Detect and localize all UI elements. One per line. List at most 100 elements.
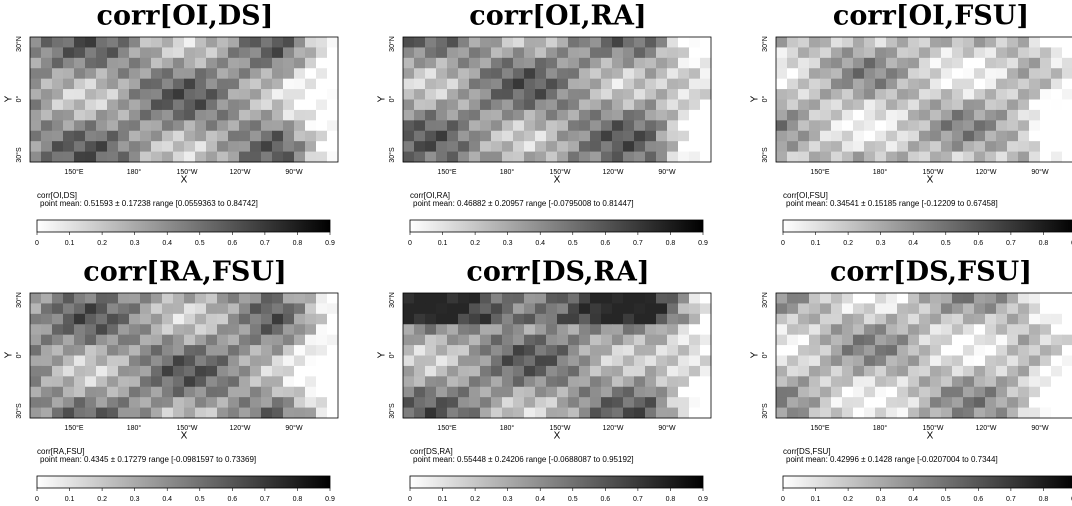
map-cell xyxy=(700,355,712,367)
map-cell xyxy=(316,130,328,142)
map-cell xyxy=(897,293,909,304)
map-cell xyxy=(776,324,788,336)
map-cell xyxy=(206,68,218,80)
map-cell xyxy=(601,47,613,59)
map-cell xyxy=(864,386,876,398)
map-cell xyxy=(524,303,536,315)
map-cell xyxy=(96,303,108,315)
map-cell xyxy=(283,303,295,315)
map-cell xyxy=(1007,365,1019,377)
map-cell xyxy=(480,386,492,398)
map-cell xyxy=(842,99,854,111)
map-cell xyxy=(283,313,295,325)
map-cell xyxy=(678,334,690,346)
map-cell xyxy=(864,313,876,325)
map-cell xyxy=(41,78,53,90)
map-cell xyxy=(985,334,997,346)
map-cell xyxy=(590,68,602,80)
colorbar-tick-label: 0.2 xyxy=(97,496,107,503)
map-cell xyxy=(447,99,459,111)
map-cell xyxy=(63,141,75,153)
map-cell xyxy=(41,151,53,163)
map-cell xyxy=(316,397,328,409)
map-cell xyxy=(502,386,514,398)
map-cell xyxy=(74,407,86,419)
map-cell xyxy=(974,345,986,356)
map-cell xyxy=(129,376,141,388)
map-cell xyxy=(798,386,810,398)
map-cell xyxy=(85,334,97,346)
map-cell xyxy=(524,324,536,336)
map-cell xyxy=(228,334,240,346)
map-cell xyxy=(184,345,196,356)
map-cell xyxy=(206,324,218,336)
map-cell xyxy=(590,407,602,419)
map-cell xyxy=(678,376,690,388)
map-cell xyxy=(864,293,876,304)
map-cell xyxy=(228,89,240,100)
map-cell xyxy=(140,376,152,388)
map-cell xyxy=(294,120,306,132)
map-cell xyxy=(678,120,690,132)
map-cell xyxy=(436,89,448,100)
map-cell xyxy=(820,293,832,304)
map-cell xyxy=(787,407,799,419)
map-cell xyxy=(919,47,931,59)
map-cell xyxy=(30,365,42,377)
map-cell xyxy=(612,397,624,409)
map-cell xyxy=(129,109,141,121)
map-cell xyxy=(908,120,920,132)
map-cell xyxy=(217,397,229,409)
map-cell xyxy=(919,109,931,121)
map-cell xyxy=(897,313,909,325)
map-cell xyxy=(173,376,185,388)
map-cell xyxy=(414,99,426,111)
map-cell xyxy=(436,407,448,419)
map-cell xyxy=(403,355,415,367)
map-cell xyxy=(469,365,481,377)
map-cell xyxy=(403,376,415,388)
map-cell xyxy=(436,345,448,356)
map-cell xyxy=(403,365,415,377)
map-cell xyxy=(546,293,558,304)
map-cell xyxy=(590,99,602,111)
map-cell xyxy=(107,303,119,315)
map-cell xyxy=(787,313,799,325)
map-cell xyxy=(678,293,690,304)
map-cell xyxy=(294,303,306,315)
map-cell xyxy=(140,313,152,325)
map-cell xyxy=(305,365,317,377)
map-cell xyxy=(700,47,712,59)
map-cell xyxy=(886,345,898,356)
colorbar xyxy=(409,219,704,233)
map-cell xyxy=(634,324,646,336)
map-cell xyxy=(151,47,163,59)
map-cell xyxy=(63,109,75,121)
map-cell xyxy=(414,365,426,377)
map-cell xyxy=(294,397,306,409)
colorbar-tick-label: 0.4 xyxy=(162,496,172,503)
map-cell xyxy=(864,334,876,346)
map-cell xyxy=(151,324,163,336)
map-cell xyxy=(623,313,635,325)
map-cell xyxy=(52,345,64,356)
map-cell xyxy=(272,345,284,356)
map-cell xyxy=(250,355,262,367)
map-cell xyxy=(601,99,613,111)
map-cell xyxy=(107,407,119,419)
map-cell xyxy=(1062,130,1072,142)
map-cell xyxy=(173,365,185,377)
map-cell xyxy=(930,345,942,356)
map-cell xyxy=(118,324,130,336)
map-cell xyxy=(941,293,953,304)
map-cell xyxy=(700,130,712,142)
map-cell xyxy=(524,141,536,153)
map-cell xyxy=(853,407,865,419)
map-cell xyxy=(63,293,75,304)
map-cell xyxy=(689,345,701,356)
map-cell xyxy=(996,109,1008,121)
map-cell xyxy=(151,334,163,346)
map-cell xyxy=(820,303,832,315)
map-cell xyxy=(63,89,75,100)
map-cell xyxy=(316,313,328,325)
